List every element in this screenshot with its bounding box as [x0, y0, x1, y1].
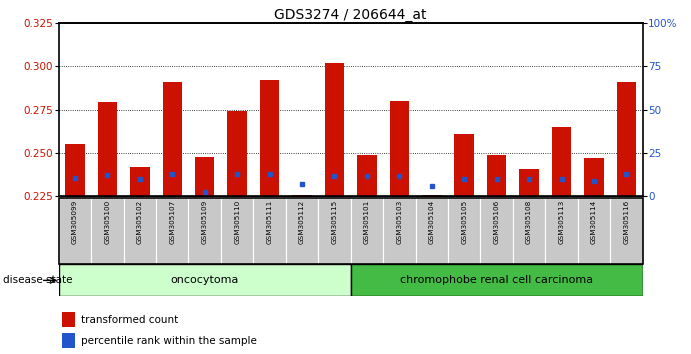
Text: GSM305100: GSM305100	[104, 200, 111, 245]
Text: GSM305102: GSM305102	[137, 200, 143, 245]
Bar	[480, 198, 513, 264]
Bar	[415, 198, 448, 264]
Bar	[260, 80, 279, 196]
Bar	[156, 198, 189, 264]
Text: GSM305110: GSM305110	[234, 200, 240, 245]
Bar	[162, 82, 182, 196]
Text: GSM305111: GSM305111	[267, 200, 272, 245]
Bar	[254, 198, 286, 264]
Text: GSM305101: GSM305101	[364, 200, 370, 245]
Bar	[130, 167, 149, 196]
Bar	[455, 134, 474, 196]
Bar	[350, 264, 643, 296]
Bar	[325, 63, 344, 196]
Bar	[189, 198, 221, 264]
Text: GSM305107: GSM305107	[169, 200, 176, 245]
Text: percentile rank within the sample: percentile rank within the sample	[81, 336, 257, 346]
Bar	[545, 198, 578, 264]
Bar	[513, 198, 545, 264]
Text: GSM305114: GSM305114	[591, 200, 597, 245]
Bar	[578, 198, 610, 264]
Bar	[97, 102, 117, 196]
Bar	[616, 82, 636, 196]
Bar	[552, 127, 571, 196]
Title: GDS3274 / 206644_at: GDS3274 / 206644_at	[274, 8, 427, 22]
Bar	[390, 101, 409, 196]
Text: GSM305105: GSM305105	[461, 200, 467, 245]
Text: GSM305104: GSM305104	[429, 200, 435, 245]
Text: transformed count: transformed count	[81, 315, 178, 325]
Text: GSM305116: GSM305116	[623, 200, 630, 245]
Bar	[487, 155, 507, 196]
Bar	[124, 198, 156, 264]
Text: GSM305103: GSM305103	[397, 200, 402, 245]
Bar	[195, 156, 214, 196]
Text: GSM305106: GSM305106	[493, 200, 500, 245]
Bar	[319, 198, 350, 264]
Text: disease state: disease state	[3, 275, 73, 285]
Bar	[65, 144, 85, 196]
Text: GSM305112: GSM305112	[299, 200, 305, 245]
Bar	[59, 198, 91, 264]
Bar	[292, 195, 312, 196]
Bar	[422, 195, 442, 196]
Bar	[610, 198, 643, 264]
Bar	[61, 312, 75, 327]
Text: GSM305113: GSM305113	[558, 200, 565, 245]
Text: GSM305109: GSM305109	[202, 200, 208, 245]
Bar	[61, 333, 75, 348]
Text: chromophobe renal cell carcinoma: chromophobe renal cell carcinoma	[400, 275, 593, 285]
Text: GSM305115: GSM305115	[332, 200, 337, 245]
Bar	[286, 198, 319, 264]
Bar	[383, 198, 415, 264]
Bar	[584, 158, 604, 196]
Bar	[91, 198, 124, 264]
Text: GSM305108: GSM305108	[526, 200, 532, 245]
Bar	[59, 264, 350, 296]
Text: oncocytoma: oncocytoma	[171, 275, 239, 285]
Text: GSM305099: GSM305099	[72, 200, 78, 245]
Bar	[448, 198, 480, 264]
Bar	[227, 112, 247, 196]
Bar	[350, 198, 383, 264]
Bar	[520, 169, 539, 196]
Bar	[221, 198, 254, 264]
Bar	[357, 155, 377, 196]
